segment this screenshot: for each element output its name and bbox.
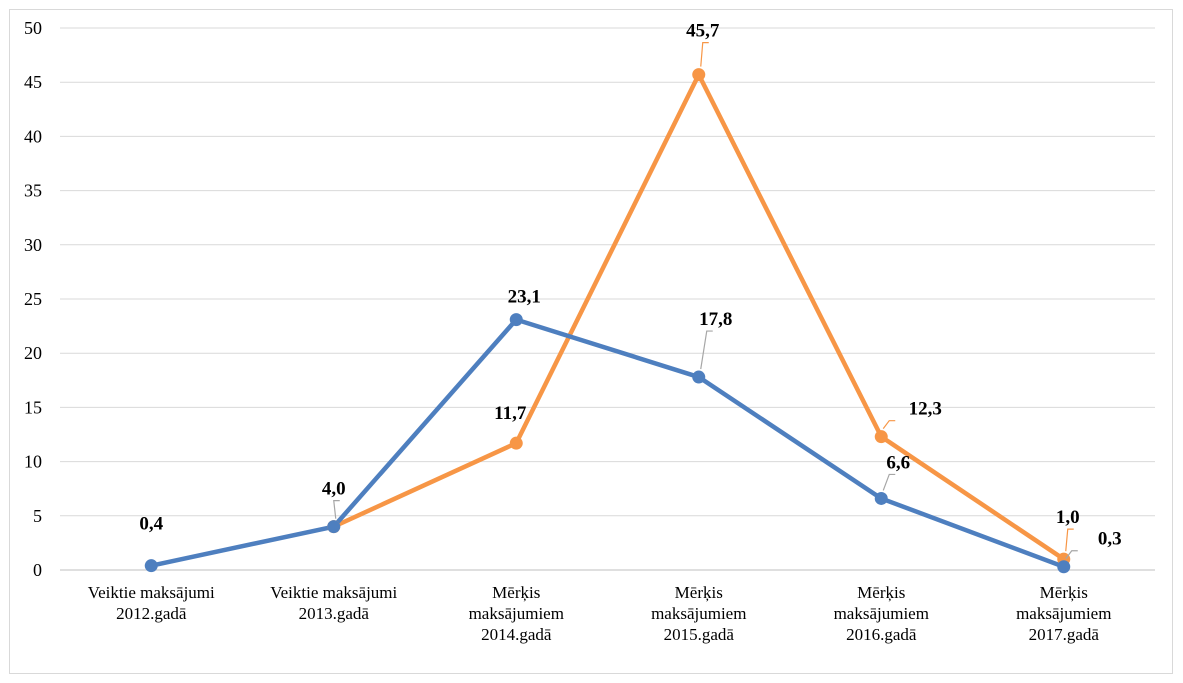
- x-tick-label-line: Mērķis: [1040, 583, 1088, 602]
- x-tick-label-line: maksājumiem: [834, 604, 929, 623]
- data-point-series-2: [509, 436, 523, 450]
- y-tick-label: 25: [24, 289, 42, 309]
- data-label-leader: [700, 42, 709, 67]
- x-tick-label-line: 2017.gadā: [1029, 625, 1100, 644]
- x-tick-label: Mērķis maksājumiem 2015.gadā: [651, 583, 746, 644]
- data-point-series-1: [874, 491, 888, 505]
- data-label: 1,0: [1056, 507, 1080, 528]
- data-label: 4,0: [322, 479, 346, 500]
- x-tick-label: Mērķis maksājumiem 2016.gadā: [834, 583, 929, 644]
- data-label: 0,4: [139, 514, 163, 535]
- y-tick-label: 30: [24, 235, 42, 255]
- data-label-leader: [1065, 528, 1074, 552]
- data-label: 6,6: [886, 452, 910, 473]
- y-tick-label: 45: [24, 72, 42, 92]
- x-tick-label: Veiktie maksājumi 2013.gadā: [270, 583, 397, 623]
- x-tick-label: Mērķis maksājumiem 2017.gadā: [1016, 583, 1111, 644]
- y-tick-label: 50: [24, 18, 42, 38]
- x-tick-label-line: 2016.gadā: [846, 625, 917, 644]
- series-line-1: [150, 317, 1065, 569]
- y-tick-label: 20: [24, 343, 42, 363]
- x-tick-label-line: Mērķis: [675, 583, 723, 602]
- y-tick-label: 40: [24, 126, 42, 146]
- y-tick-label: 35: [24, 181, 42, 201]
- x-tick-label-line: maksājumiem: [651, 604, 746, 623]
- y-tick-label: 10: [24, 452, 42, 472]
- data-point-series-1: [1057, 560, 1071, 574]
- y-tick-label: 15: [24, 397, 42, 417]
- data-label: 23,1: [508, 287, 541, 308]
- data-point-series-2: [874, 430, 888, 444]
- x-tick-label-line: 2012.gadā: [116, 604, 187, 623]
- x-tick-label-line: Mērķis: [492, 583, 540, 602]
- x-tick-label-line: Mērķis: [857, 583, 905, 602]
- data-point-series-1: [692, 370, 706, 384]
- x-tick-label-line: maksājumiem: [469, 604, 564, 623]
- x-tick-label-line: 2013.gadā: [299, 604, 370, 623]
- data-label-leader: [882, 420, 896, 430]
- data-point-series-1: [144, 559, 158, 573]
- y-tick-label: 0: [33, 560, 42, 580]
- data-label-leader: [1065, 550, 1078, 560]
- data-label-leader: [882, 473, 896, 491]
- data-label-leader: [333, 500, 340, 519]
- data-label-leader: [700, 330, 713, 370]
- data-label: 0,3: [1098, 529, 1122, 550]
- y-tick-label: 5: [33, 506, 42, 526]
- x-tick-label-line: maksājumiem: [1016, 604, 1111, 623]
- data-label: 45,7: [686, 21, 720, 42]
- data-label: 17,8: [699, 309, 732, 330]
- x-tick-label-line: 2014.gadā: [481, 625, 552, 644]
- x-tick-label: Mērķis maksājumiem 2014.gadā: [469, 583, 564, 644]
- data-point-series-1: [327, 520, 341, 534]
- data-point-series-1: [509, 313, 523, 327]
- x-tick-label-line: 2015.gadā: [664, 625, 735, 644]
- data-label: 11,7: [494, 403, 527, 424]
- data-label: 12,3: [909, 399, 942, 420]
- x-tick-label-line: Veiktie maksājumi: [88, 583, 215, 602]
- x-tick-label-line: Veiktie maksājumi: [270, 583, 397, 602]
- data-point-series-2: [692, 68, 706, 82]
- x-tick-label: Veiktie maksājumi 2012.gadā: [88, 583, 215, 623]
